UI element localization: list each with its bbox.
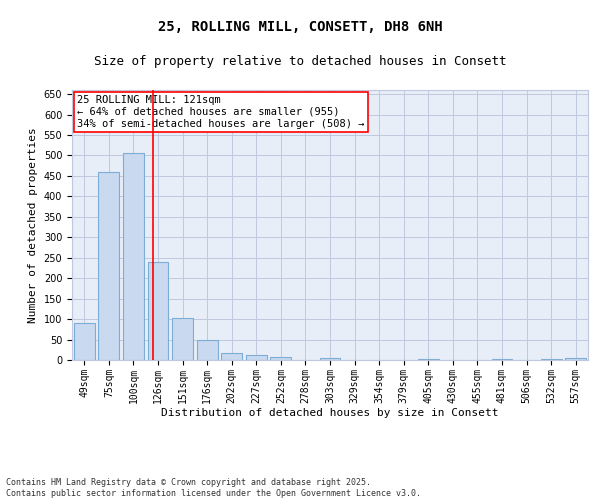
Text: Size of property relative to detached houses in Consett: Size of property relative to detached ho…: [94, 55, 506, 68]
Bar: [123, 152, 144, 360]
Bar: [565, 358, 586, 360]
Text: Contains HM Land Registry data © Crown copyright and database right 2025.
Contai: Contains HM Land Registry data © Crown c…: [6, 478, 421, 498]
X-axis label: Distribution of detached houses by size in Consett: Distribution of detached houses by size …: [161, 408, 499, 418]
Bar: [320, 358, 340, 360]
Y-axis label: Number of detached properties: Number of detached properties: [28, 127, 38, 323]
Text: 25 ROLLING MILL: 121sqm
← 64% of detached houses are smaller (955)
34% of semi-d: 25 ROLLING MILL: 121sqm ← 64% of detache…: [77, 96, 365, 128]
Bar: [246, 354, 267, 360]
Bar: [74, 323, 95, 360]
Bar: [541, 359, 562, 360]
Bar: [148, 262, 169, 360]
Bar: [197, 340, 218, 360]
Text: 25, ROLLING MILL, CONSETT, DH8 6NH: 25, ROLLING MILL, CONSETT, DH8 6NH: [158, 20, 442, 34]
Bar: [271, 356, 292, 360]
Bar: [98, 172, 119, 360]
Bar: [418, 359, 439, 360]
Bar: [221, 352, 242, 360]
Bar: [172, 318, 193, 360]
Bar: [491, 359, 512, 360]
